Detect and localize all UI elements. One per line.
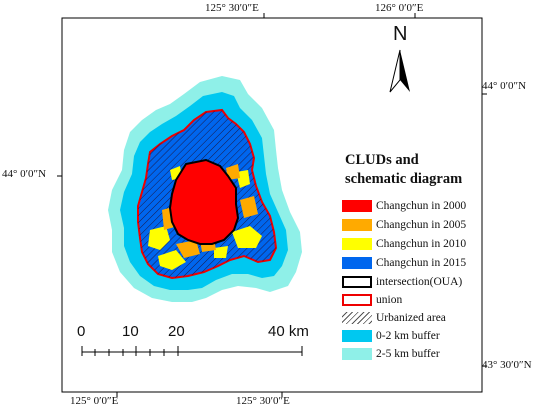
legend-label: Urbanized area [376, 312, 446, 324]
coord-bottom-1: 125° 0′0″E [70, 395, 119, 407]
north-arrow-icon [389, 49, 410, 93]
legend-label: Changchun in 2005 [376, 219, 467, 231]
legend-label: Changchun in 2010 [376, 238, 467, 250]
legend-swatch [342, 219, 372, 231]
legend-swatch [342, 312, 372, 324]
scale-bar [81, 346, 303, 356]
legend-item: Changchun in 2000 [342, 198, 466, 214]
scale-label-0: 0 [77, 323, 86, 340]
legend-item: Urbanized area [342, 310, 446, 326]
urban-2000-core [168, 158, 240, 245]
scale-label-20: 20 [168, 323, 185, 340]
legend-label: Changchun in 2015 [376, 257, 467, 269]
legend-item: Changchun in 2005 [342, 217, 466, 233]
legend-label: 2-5 km buffer [376, 348, 440, 360]
legend-item: 2-5 km buffer [342, 346, 440, 362]
legend-swatch [342, 200, 372, 212]
legend-item: 0-2 km buffer [342, 328, 440, 344]
north-label: N [393, 23, 408, 45]
legend-item: Changchun in 2015 [342, 255, 466, 271]
legend-swatch [342, 348, 372, 360]
legend-item: union [342, 292, 402, 308]
scale-label-40: 40 km [268, 323, 309, 340]
legend-swatch [342, 257, 372, 269]
legend-swatch [342, 330, 372, 342]
coord-right-1: 44° 0′0″N [482, 80, 527, 92]
coord-right-2: 43° 30′0″N [482, 359, 532, 371]
legend-swatch [342, 294, 372, 306]
legend-swatch [342, 276, 372, 288]
scale-label-10: 10 [122, 323, 139, 340]
legend-item: Changchun in 2010 [342, 236, 466, 252]
graticule-ticks [57, 13, 487, 397]
legend-swatch [342, 238, 372, 250]
legend-label: 0-2 km buffer [376, 330, 440, 342]
legend-label: intersection(OUA) [376, 276, 463, 288]
coord-left-1: 44° 0′0″N [2, 168, 47, 180]
legend-item: intersection(OUA) [342, 274, 462, 290]
coord-top-2: 126° 0′0″E [375, 2, 424, 14]
coord-bottom-2: 125° 30′0″E [236, 395, 290, 407]
legend-label: Changchun in 2000 [376, 200, 467, 212]
legend-title-line2: schematic diagram [345, 171, 463, 187]
legend-title: CLUDs and schematic diagram [345, 151, 485, 189]
coord-top-1: 125° 30′0″E [205, 2, 259, 14]
legend-title-line1: CLUDs and [345, 152, 419, 168]
legend-label: union [376, 294, 403, 306]
